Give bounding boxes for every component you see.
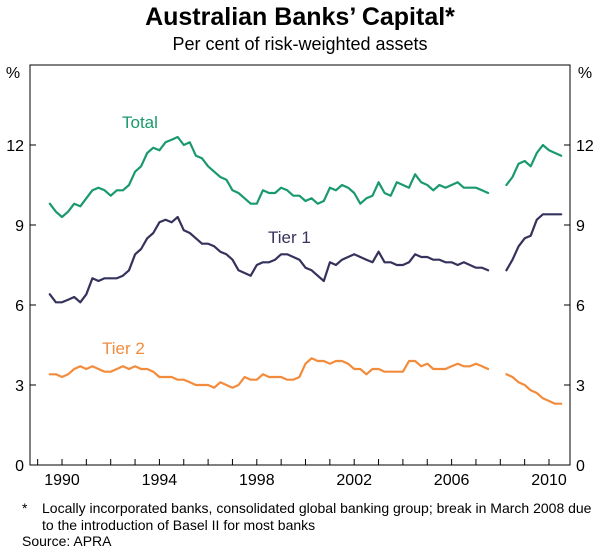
x-tick-label: 1994 <box>142 472 178 489</box>
y-tick-label-right: 6 <box>576 298 585 315</box>
chart-subtitle: Per cent of risk-weighted assets <box>172 34 428 54</box>
x-tick-label: 1990 <box>44 472 80 489</box>
x-tick-label: 2010 <box>531 472 567 489</box>
y-tick-label-right: 3 <box>576 378 585 395</box>
y-tick-label-right: 0 <box>576 458 585 475</box>
y-unit-right: % <box>578 65 592 82</box>
y-tick-label-right: 12 <box>576 138 594 155</box>
series-label-total: Total <box>122 113 158 132</box>
series-line-total <box>48 135 563 219</box>
footnote-text: Locally incorporated banks, consolidated… <box>42 500 592 533</box>
series-lines <box>48 135 563 405</box>
series-line-tier-2 <box>48 357 563 405</box>
y-ticks: 0 0 3 3 6 6 9 9 12 12 <box>6 138 594 475</box>
chart-title: Australian Banks’ Capital* <box>145 3 455 31</box>
series-label-tier-1: Tier 1 <box>268 228 311 247</box>
series-line-tier-1 <box>48 213 563 304</box>
series-label-tier-2: Tier 2 <box>102 339 145 358</box>
x-ticks: 1990 1994 1998 2002 2006 2010 <box>37 459 567 489</box>
y-tick-label-left: 0 <box>15 458 24 475</box>
footnote-marker: * <box>22 500 28 516</box>
y-unit-left: % <box>6 65 20 82</box>
y-tick-label-left: 3 <box>15 378 24 395</box>
x-tick-label: 2006 <box>434 472 470 489</box>
y-tick-label-right: 9 <box>576 218 585 235</box>
y-tick-label-left: 9 <box>15 218 24 235</box>
y-tick-label-left: 6 <box>15 298 24 315</box>
plot-frame <box>29 64 571 466</box>
x-tick-label: 2002 <box>336 472 372 489</box>
y-tick-label-left: 12 <box>6 138 24 155</box>
source-note: Source: APRA <box>22 533 112 549</box>
x-tick-label: 1998 <box>239 472 275 489</box>
